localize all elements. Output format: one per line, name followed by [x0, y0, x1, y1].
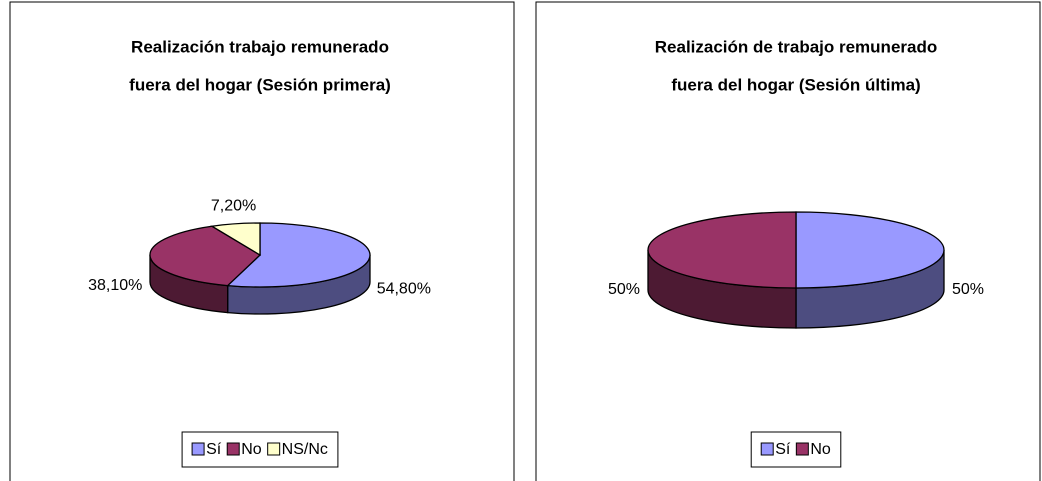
chart-title: fuera del hogar (Sesión primera): [129, 75, 391, 94]
data-label: 50%: [952, 281, 984, 298]
chart-border: [9, 1, 515, 481]
legend: Sí No: [750, 431, 842, 468]
legend-box: [181, 431, 339, 468]
data-label: 54,80%: [377, 281, 431, 298]
data-label: 7,20%: [211, 197, 256, 214]
slice: [210, 222, 261, 257]
slice: [226, 222, 371, 288]
slice: [149, 225, 262, 287]
legend-label: Sí: [206, 441, 222, 458]
legend-label: No: [241, 441, 262, 458]
legend-swatch: [795, 442, 809, 456]
slice: [795, 211, 945, 289]
chart-title: Realización trabajo remunerado: [131, 37, 389, 56]
chart: Realización de trabajo remunerado fuera d…: [535, 1, 1041, 481]
chart-title: fuera del hogar (Sesión última): [671, 75, 920, 94]
legend-swatch: [760, 442, 774, 456]
legend-swatch: [267, 442, 281, 456]
legend-swatch: [226, 442, 240, 456]
legend-label: Sí: [775, 441, 791, 458]
legend-label: NS/Nc: [282, 441, 328, 458]
chart-title: Realización de trabajo remunerado: [655, 37, 937, 56]
data-label: 38,10%: [88, 277, 142, 294]
chart: Realización trabajo remunerado fuera del …: [9, 1, 515, 481]
chart-border: [535, 1, 1041, 481]
data-label: 50%: [608, 281, 640, 298]
legend-swatch: [191, 442, 205, 456]
slice: [647, 211, 797, 289]
legend-label: No: [810, 441, 831, 458]
legend: Sí No NS/Nc: [181, 431, 339, 468]
